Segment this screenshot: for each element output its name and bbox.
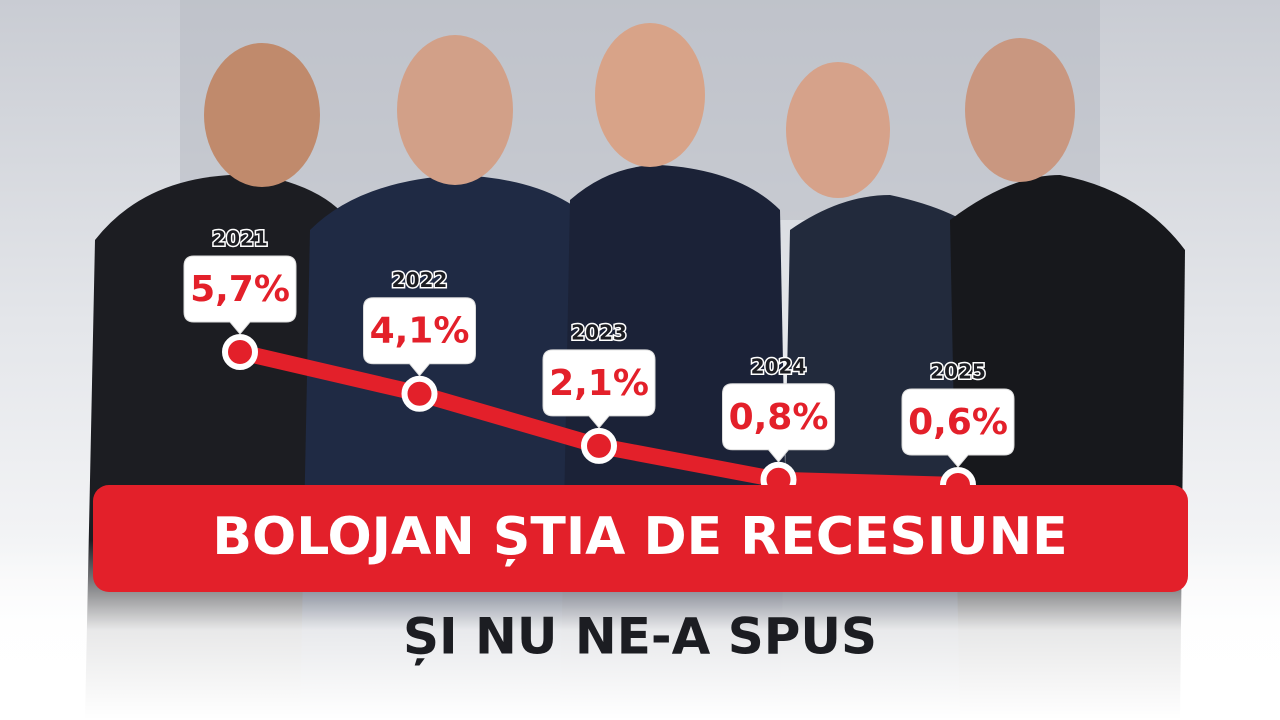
label-box	[722, 383, 835, 463]
value-label: 0,6%	[908, 402, 1008, 443]
label-box	[363, 297, 476, 377]
year-label: 2022	[392, 268, 448, 292]
year-label: 2025	[930, 360, 986, 384]
year-label: 2024	[751, 354, 807, 378]
data-point	[581, 427, 617, 464]
value-label: 5,7%	[190, 269, 290, 310]
title-banner	[93, 485, 1188, 592]
year-label: 2021	[212, 227, 268, 251]
data-point	[401, 375, 438, 412]
chart: 5,7% 2021 4,1% 2022 2,1% 2023 0,8% 2024 0,6% 2025	[183, 225, 1015, 503]
value-label: 2,1%	[549, 363, 649, 404]
label-box	[542, 349, 656, 429]
title: BOLOJAN ȘTIA DE RECESIUNE	[212, 507, 1067, 567]
year-label: 2023	[571, 320, 627, 344]
value-label: 0,8%	[729, 397, 829, 438]
subtitle: ȘI NU NE-A SPUS	[403, 608, 877, 666]
value-label: 4,1%	[370, 311, 470, 352]
label-box	[901, 388, 1015, 468]
data-point	[222, 334, 258, 370]
label-box	[183, 255, 297, 335]
